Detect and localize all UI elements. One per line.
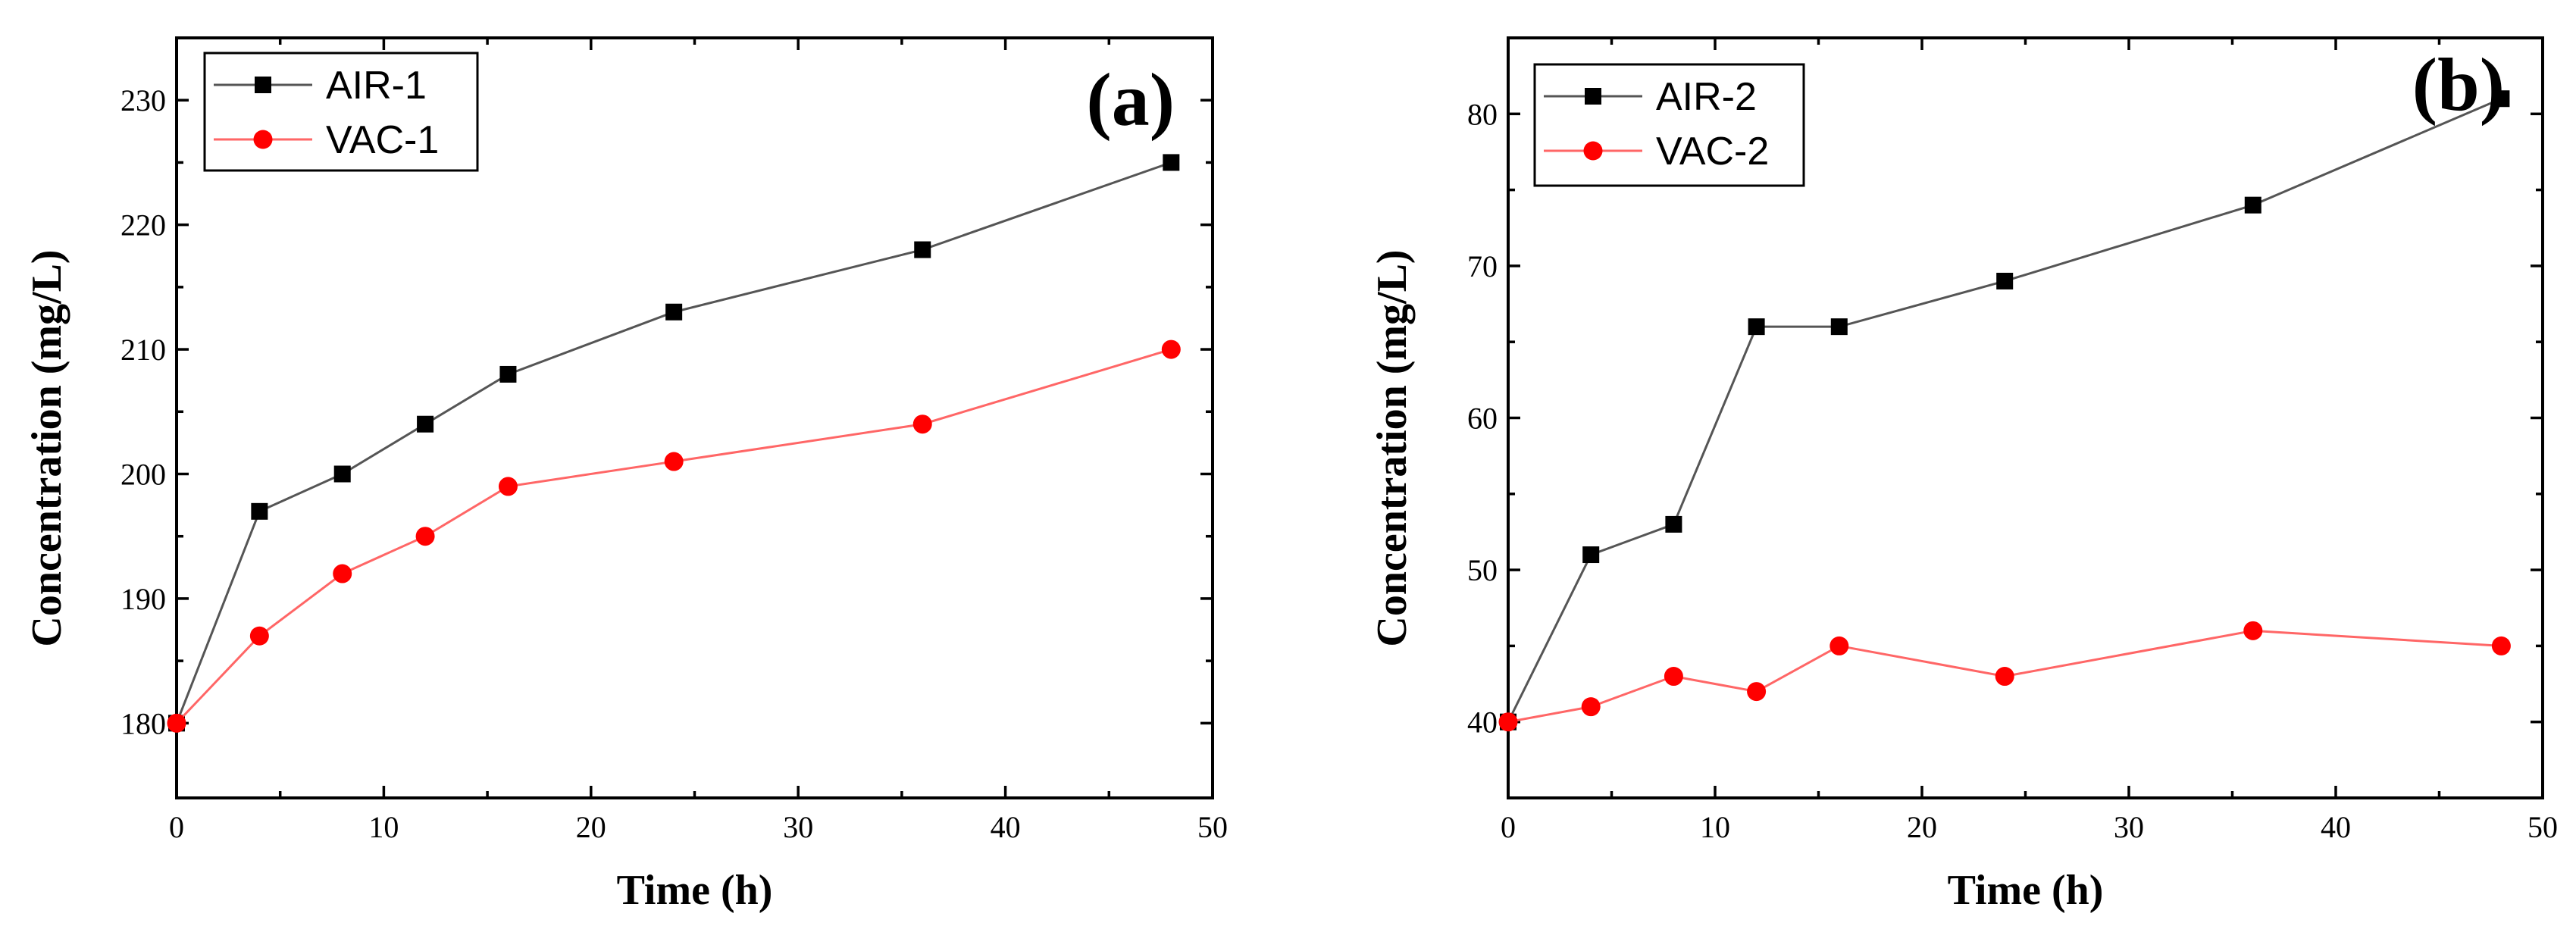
y-tick-label: 60 [1467,402,1498,436]
x-tick-label: 0 [1501,810,1516,844]
x-axis-title: Time (h) [1948,867,2104,914]
panel-label: (a) [1086,58,1175,142]
panel-b: 0 10 20 30 40 50 40 50 60 70 80 Time (h) Concentrati… [1369,38,2558,914]
y-axis-title: Concentration (mg/L) [1369,249,1416,646]
data-point-vac-2 [1995,667,2014,686]
y-tick-label: 220 [121,208,166,242]
x-tick-label: 40 [991,810,1021,844]
x-tick-label: 10 [368,810,399,844]
legend-label: VAC-1 [326,118,439,162]
data-point-vac-1 [250,627,269,646]
data-point-air-1 [1163,154,1179,170]
legend-marker [255,77,271,93]
data-point-air-2 [1831,318,1848,335]
data-point-air-1 [334,465,351,482]
data-point-vac-2 [2243,621,2262,640]
data-point-air-2 [1582,546,1599,563]
data-point-vac-2 [1499,712,1518,731]
legend-label: VAC-2 [1656,130,1769,174]
data-point-air-2 [1996,273,2013,289]
series-line-air-1 [177,162,1171,723]
data-point-air-1 [914,242,931,258]
legend-marker [1584,142,1603,161]
panel-a: 0 10 20 30 40 50 180 190 200 210 220 230 Time (h) Con… [23,38,1228,914]
data-point-air-2 [1748,318,1765,335]
data-point-air-1 [499,366,516,383]
data-point-vac-1 [913,414,932,433]
data-point-vac-1 [499,477,518,496]
data-point-air-1 [251,503,268,520]
y-axis-title: Concentration (mg/L) [23,249,70,646]
legend-label: AIR-1 [326,64,427,108]
y-tick-label: 70 [1467,249,1498,283]
legend-label: AIR-2 [1656,75,1757,119]
x-tick-label: 50 [1197,810,1228,844]
x-axis-title: Time (h) [617,867,773,914]
series-line-air-2 [1508,99,2501,721]
y-tick-label: 230 [121,83,166,117]
data-point-vac-1 [333,565,352,583]
data-point-vac-1 [416,527,435,546]
series-line-vac-1 [177,349,1171,723]
x-tick-label: 10 [1700,810,1730,844]
data-point-air-2 [1665,516,1682,533]
y-tick-label: 200 [121,457,166,491]
x-tick-label: 20 [1907,810,1937,844]
data-point-vac-2 [2492,637,2511,655]
x-tick-label: 20 [576,810,606,844]
data-point-vac-1 [665,452,684,471]
data-point-vac-2 [1582,697,1601,716]
data-point-air-2 [2245,197,2261,214]
data-point-air-1 [665,304,682,321]
data-point-vac-1 [1162,340,1181,359]
panel-label: (b) [2412,42,2505,127]
y-tick-label: 40 [1467,705,1498,740]
y-tick-label: 80 [1467,97,1498,131]
legend-marker [1585,88,1601,105]
x-tick-label: 30 [783,810,813,844]
data-point-air-1 [417,416,434,433]
y-tick-label: 50 [1467,553,1498,587]
x-tick-label: 30 [2114,810,2144,844]
data-point-vac-2 [1829,637,1848,655]
x-tick-label: 0 [169,810,184,844]
legend-marker [254,130,273,149]
x-tick-label: 40 [2321,810,2351,844]
data-point-vac-2 [1664,667,1683,686]
figure: 0 10 20 30 40 50180190200210220230Time (h)Con… [0,0,2576,951]
x-tick-label: 50 [2527,810,2558,844]
y-tick-label: 210 [121,333,166,367]
data-point-vac-2 [1747,682,1766,701]
y-tick-label: 190 [121,582,166,616]
y-tick-label: 180 [121,706,166,740]
data-point-vac-1 [167,714,186,733]
